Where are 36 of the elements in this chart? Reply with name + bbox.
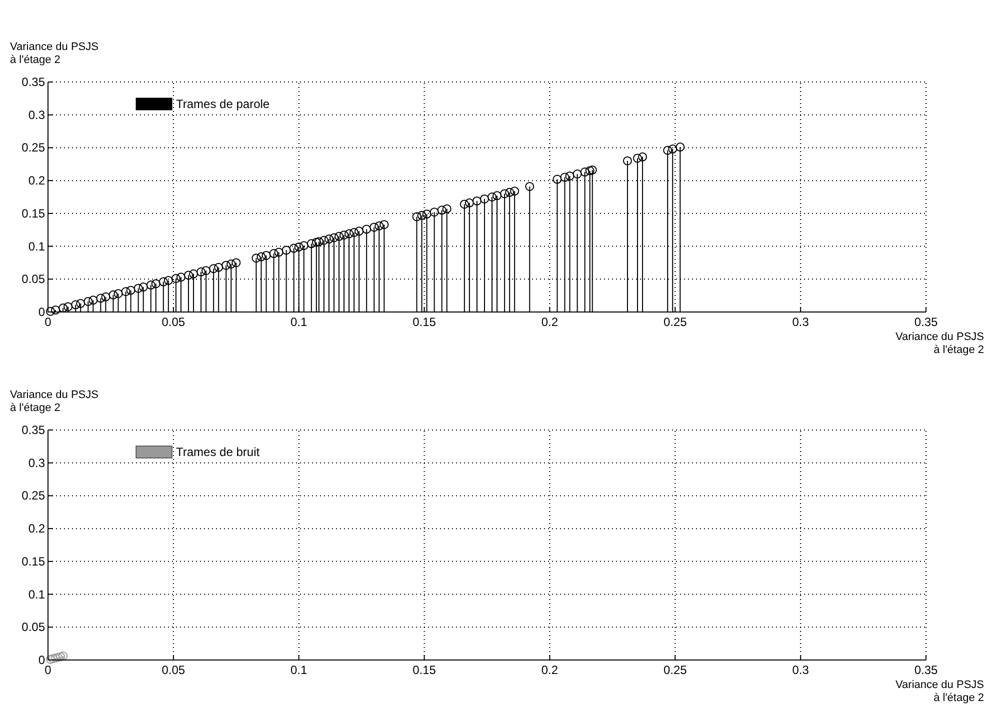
legend-label: Trames de bruit [176,445,260,459]
y-tick-label: 0.25 [22,140,46,155]
x-tick-label: 0.1 [290,315,308,329]
y-tick-label: 0.2 [28,522,46,536]
y-tick-label: 0.35 [22,75,46,89]
y-tick-label: 0.35 [22,423,46,437]
y-tick-label: 0 [38,653,46,667]
x-tick-label: 0.25 [663,663,688,677]
y-tick-label: 0.15 [22,554,46,568]
x-tick-label: 0.15 [412,315,436,329]
y-tick-label: 0.3 [28,108,46,122]
x-axis-title: Variance du PSJS à l'étage 2 [896,679,984,704]
x-tick-label: 0.35 [914,663,938,677]
y-tick-label: 0.3 [28,456,46,470]
x-tick-label: 0.1 [290,663,308,677]
y-axis-title: Variance du PSJS à l'étage 2 [10,389,98,414]
x-tick-label: 0.05 [162,663,186,677]
legend-label: Trames de parole [176,97,270,111]
y-axis-title: Variance du PSJS à l'étage 2 [10,41,98,66]
x-tick-label: 0.15 [412,663,436,677]
x-tick-label: 0.3 [792,315,810,329]
x-tick-label: 0.2 [541,315,558,329]
y-tick-label: 0.1 [28,587,46,602]
x-tick-label: 0.35 [914,315,938,329]
y-tick-label: 0.15 [22,206,46,220]
x-axis-title: Variance du PSJS à l'étage 2 [896,331,984,356]
y-tick-label: 0.25 [22,488,46,503]
y-tick-label: 0.1 [28,239,46,254]
y-tick-label: 0.2 [28,174,46,188]
y-tick-label: 0.05 [22,272,46,286]
x-tick-label: 0.05 [162,315,186,329]
y-tick-label: 0 [38,305,46,319]
x-tick-label: 0.3 [792,663,810,677]
x-tick-label: 0.2 [541,663,558,677]
x-tick-label: 0.25 [663,315,688,329]
y-tick-label: 0.05 [22,620,46,634]
